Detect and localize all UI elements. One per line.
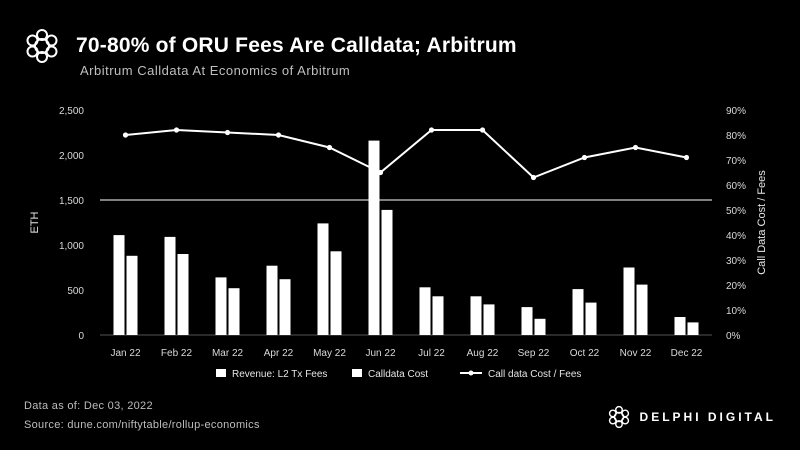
bar-revenue-l2-fees <box>317 223 329 335</box>
y-right-tick-label: 10% <box>726 306 746 317</box>
line-point <box>173 127 180 133</box>
line-point <box>275 132 282 138</box>
x-tick-label: Jun 22 <box>365 348 395 359</box>
y-right-tick-label: 20% <box>726 281 746 292</box>
data-date-note: Data as of: Dec 03, 2022 <box>24 400 153 412</box>
line-point <box>428 127 435 133</box>
line-point <box>581 154 588 161</box>
source-note: Source: dune.com/niftytable/rollup-econo… <box>24 419 260 431</box>
x-tick-label: Nov 22 <box>620 348 652 359</box>
chart-title: 70-80% of ORU Fees Are Calldata; Arbitru… <box>76 34 517 57</box>
y-right-tick-label: 30% <box>726 256 746 267</box>
legend-swatch-revenue <box>216 369 226 377</box>
x-tick-label: Sep 22 <box>518 348 550 359</box>
x-tick-label: Oct 22 <box>570 348 600 359</box>
legend-label-ratio: Call data Cost / Fees <box>488 369 581 380</box>
y-right-tick-label: 70% <box>726 156 746 167</box>
legend-label-revenue: Revenue: L2 Tx Fees <box>232 369 327 380</box>
bar-calldata-cost <box>126 255 138 335</box>
bar-revenue-l2-fees <box>419 287 431 335</box>
y-tick-label: 2,000 <box>59 151 84 162</box>
line-point <box>122 132 129 138</box>
x-tick-label: Feb 22 <box>161 348 193 359</box>
line-point <box>224 129 231 136</box>
x-tick-label: Dec 22 <box>671 348 703 359</box>
brand: DELPHI DIGITAL <box>606 404 776 430</box>
line-point <box>683 154 690 161</box>
y-right-axis-label: Call Data Cost / Fees <box>756 170 768 275</box>
bar-calldata-cost <box>381 209 393 335</box>
bar-revenue-l2-fees <box>674 317 686 335</box>
x-tick-label: Jan 22 <box>110 348 140 359</box>
legend-label-calldata: Calldata Cost <box>368 369 428 380</box>
y-axis-label: ETH <box>29 211 41 233</box>
bar-revenue-l2-fees <box>572 289 584 335</box>
line-calldata-ratio <box>125 128 687 179</box>
bar-revenue-l2-fees <box>470 296 482 335</box>
bar-calldata-cost <box>483 304 495 335</box>
brand-name: DELPHI DIGITAL <box>639 410 776 424</box>
bar-revenue-l2-fees <box>623 267 635 335</box>
x-tick-label: Apr 22 <box>264 348 294 359</box>
y-tick-label: 1,000 <box>59 241 84 252</box>
bar-calldata-cost <box>432 296 444 335</box>
bar-calldata-cost <box>585 302 597 335</box>
y-tick-label: 2,500 <box>59 106 84 117</box>
bar-revenue-l2-fees <box>266 265 278 335</box>
bar-revenue-l2-fees <box>368 140 380 335</box>
header: 70-80% of ORU Fees Are Calldata; Arbitru… <box>22 26 517 66</box>
y-right-tick-label: 50% <box>726 206 746 217</box>
x-tick-label: May 22 <box>313 348 346 359</box>
y-right-tick-label: 90% <box>726 106 746 117</box>
line-point <box>326 144 333 151</box>
y-right-tick-label: 80% <box>726 131 746 142</box>
bar-calldata-cost <box>228 288 240 335</box>
bar-calldata-cost <box>279 279 291 335</box>
bar-revenue-l2-fees <box>113 235 125 335</box>
delphi-logo-icon <box>26 29 58 63</box>
bar-calldata-cost <box>177 254 189 335</box>
y-tick-label: 0 <box>78 331 84 342</box>
x-tick-label: Jul 22 <box>418 348 445 359</box>
y-tick-label: 500 <box>67 286 84 297</box>
delphi-brand-icon <box>608 405 629 429</box>
y-right-tick-label: 60% <box>726 181 746 192</box>
chart-subtitle: Arbitrum Calldata At Economics of Arbitr… <box>80 63 351 78</box>
bar-calldata-cost <box>330 251 342 335</box>
bar-revenue-l2-fees <box>521 307 533 335</box>
bar-calldata-cost <box>687 322 699 335</box>
bar-revenue-l2-fees <box>164 236 176 335</box>
line-point <box>530 174 537 181</box>
y-tick-label: 1,500 <box>59 196 84 207</box>
line-point <box>479 127 486 133</box>
x-tick-label: Mar 22 <box>212 348 244 359</box>
bar-revenue-l2-fees <box>215 277 227 335</box>
y-right-tick-label: 0% <box>726 331 741 342</box>
legend-swatch-calldata <box>352 369 362 377</box>
line-point <box>632 144 639 151</box>
line-point <box>377 169 384 176</box>
x-tick-label: Aug 22 <box>467 348 499 359</box>
y-right-tick-label: 40% <box>726 231 746 242</box>
bar-calldata-cost <box>636 284 648 335</box>
legend-swatch-ratio-marker <box>468 370 474 376</box>
bar-calldata-cost <box>534 318 546 335</box>
